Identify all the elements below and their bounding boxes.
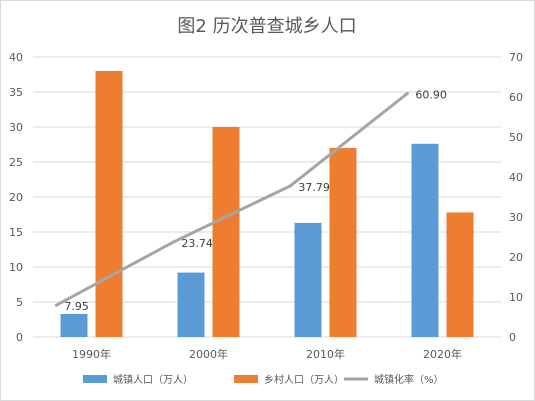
category-label: 2020年 — [423, 347, 462, 361]
left-tick-label: 10 — [9, 261, 23, 274]
bar-urban — [177, 272, 205, 337]
right-tick-label: 60 — [509, 91, 523, 104]
chart-title: 图2 历次普查城乡人口 — [177, 16, 356, 37]
rate-point — [288, 184, 292, 188]
category-label: 1990年 — [72, 347, 111, 361]
right-tick-label: 10 — [509, 291, 523, 304]
bar-rural — [95, 71, 123, 337]
left-tick-label: 5 — [16, 296, 23, 309]
left-tick-label: 30 — [9, 121, 23, 134]
left-tick-label: 0 — [16, 331, 23, 344]
rate-point — [171, 240, 175, 244]
right-tick-label: 0 — [509, 331, 516, 344]
legend-label: 城镇人口（万人） — [113, 373, 193, 386]
legend: 城镇人口（万人） 乡村人口（万人） 城镇化率（%） — [83, 373, 444, 386]
rate-data-label: 7.95 — [64, 300, 89, 313]
rate-line: 7.95 23.74 37.79 60.90 — [54, 88, 447, 313]
rate-line-path — [55, 92, 409, 307]
rate-point — [54, 303, 58, 307]
right-tick-label: 40 — [509, 171, 523, 184]
right-tick-label: 30 — [509, 211, 523, 224]
left-tick-label: 25 — [9, 156, 23, 169]
right-tick-label: 20 — [509, 251, 523, 264]
left-tick-label: 20 — [9, 191, 23, 204]
category-labels: 1990年 2000年 2010年 2020年 — [72, 347, 462, 361]
bar-rural — [212, 127, 240, 337]
rate-data-label: 60.90 — [415, 88, 447, 101]
left-tick-label: 40 — [9, 51, 23, 64]
legend-label: 乡村人口（万人） — [264, 373, 344, 386]
legend-swatch — [234, 375, 258, 383]
bar-urban — [294, 222, 322, 337]
bar-urban — [60, 313, 88, 337]
rate-point — [405, 91, 409, 95]
category-label: 2010年 — [306, 347, 345, 361]
rate-data-label: 23.74 — [181, 237, 213, 250]
right-tick-label: 50 — [509, 131, 523, 144]
legend-swatch — [83, 375, 107, 383]
right-tick-label: 70 — [509, 51, 523, 64]
left-tick-label: 15 — [9, 226, 23, 239]
left-axis-ticks: 0 5 10 15 20 25 30 35 40 — [9, 51, 23, 344]
left-tick-label: 35 — [9, 86, 23, 99]
bar-rural — [446, 212, 474, 337]
legend-label: 城镇化率（%） — [374, 373, 444, 386]
category-label: 2000年 — [189, 347, 228, 361]
bars — [60, 71, 474, 337]
bar-rural — [329, 148, 357, 337]
right-axis-ticks: 0 10 20 30 40 50 60 70 — [509, 51, 523, 344]
rate-data-label: 37.79 — [298, 181, 330, 194]
bar-urban — [411, 143, 439, 337]
